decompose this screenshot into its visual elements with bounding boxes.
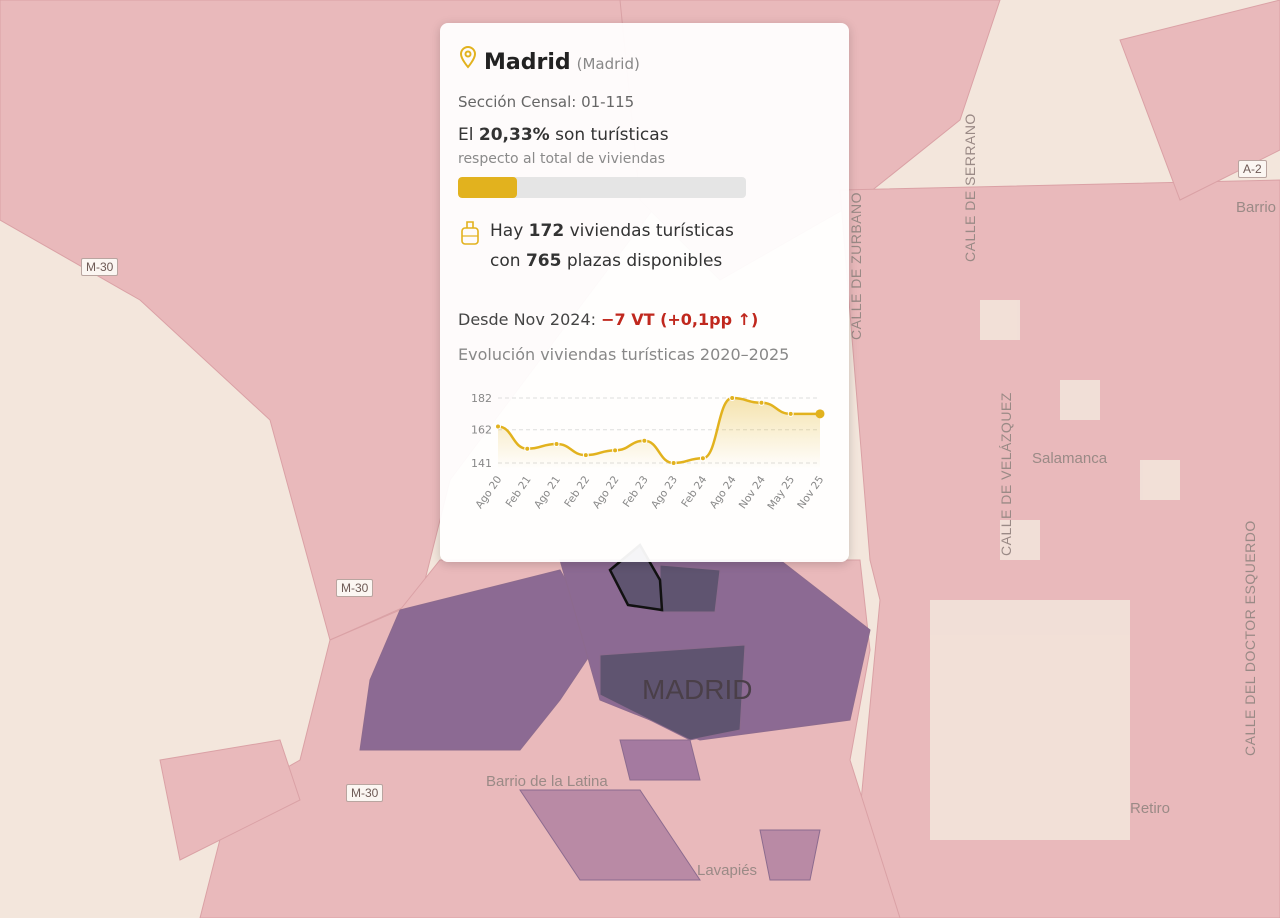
data-point (553, 440, 560, 447)
housing-count: Hay 172 viviendas turísticas con 765 plaz… (458, 216, 831, 276)
road-shield-a2: A-2 (1238, 160, 1267, 178)
percentage-bar-fill (458, 177, 517, 198)
suitcase-icon (461, 221, 479, 245)
tourist-percentage: El 20,33% son turísticas (458, 125, 669, 145)
data-point (612, 447, 619, 454)
road-shield-m30: M-30 (336, 579, 374, 597)
data-point (641, 437, 648, 444)
x-tick-label: Nov 25 (795, 474, 826, 511)
x-tick-label: Nov 24 (737, 474, 768, 512)
chart-title: Evolución viviendas turísticas 2020–2025 (458, 345, 790, 364)
popup-title: Madrid (484, 50, 571, 75)
x-tick-label: Ago 24 (708, 474, 739, 511)
x-tick-label: Ago 23 (649, 474, 680, 511)
data-point (758, 399, 765, 406)
road-shield-m30: M-30 (346, 784, 384, 802)
x-tick-label: May 25 (765, 474, 797, 512)
place-label-retiro: Retiro (1130, 800, 1171, 817)
data-point (495, 423, 501, 430)
popup-subtitle: (Madrid) (576, 55, 640, 73)
data-point (787, 410, 794, 417)
y-tick-label: 141 (471, 457, 492, 470)
street-doctor-esquerdo: CALLE DEL DOCTOR ESQUERDO (1242, 520, 1258, 756)
census-section: Sección Censal: 01-115 (458, 93, 635, 111)
data-point (524, 445, 531, 452)
percentage-note: respecto al total de viviendas (458, 151, 665, 167)
change-since: Desde Nov 2024: −7 VT (+0,1pp ↑) (458, 310, 759, 329)
location-pin-icon (459, 45, 477, 69)
place-label-barrio: Barrio (1236, 199, 1277, 216)
place-label-lavapies: Lavapiés (697, 862, 758, 879)
data-point (699, 455, 706, 462)
data-point (670, 460, 677, 466)
data-point (729, 395, 736, 401)
street-zurbano: CALLE DE ZURBANO (848, 191, 864, 340)
x-tick-label: Ago 20 (473, 474, 504, 511)
info-popup: Madrid (Madrid) Sección Censal: 01-115 E… (440, 23, 849, 562)
percentage-bar (458, 177, 746, 198)
x-tick-label: Feb 23 (621, 474, 651, 510)
area-fill (498, 398, 820, 469)
x-tick-label: Ago 21 (532, 474, 563, 511)
x-tick-label: Feb 21 (504, 474, 534, 510)
y-tick-label: 182 (471, 392, 492, 405)
x-tick-label: Ago 22 (591, 474, 622, 511)
place-label-salamanca: Salamanca (1032, 450, 1108, 467)
data-point (582, 452, 589, 459)
street-serrano: CALLE DE SERRANO (962, 113, 978, 262)
place-label-latina: Barrio de la Latina (486, 773, 608, 790)
y-tick-label: 162 (471, 424, 492, 437)
place-label-madrid: MADRID (642, 674, 753, 705)
street-velazquez: CALLE DE VELÁZQUEZ (998, 392, 1014, 556)
change-value: −7 VT (+0,1pp ↑) (601, 310, 759, 329)
data-point (815, 409, 825, 419)
x-tick-label: Feb 22 (562, 474, 592, 510)
x-tick-label: Feb 24 (679, 474, 709, 510)
road-shield-m30: M-30 (81, 258, 119, 276)
high-density-regions (359, 543, 871, 881)
